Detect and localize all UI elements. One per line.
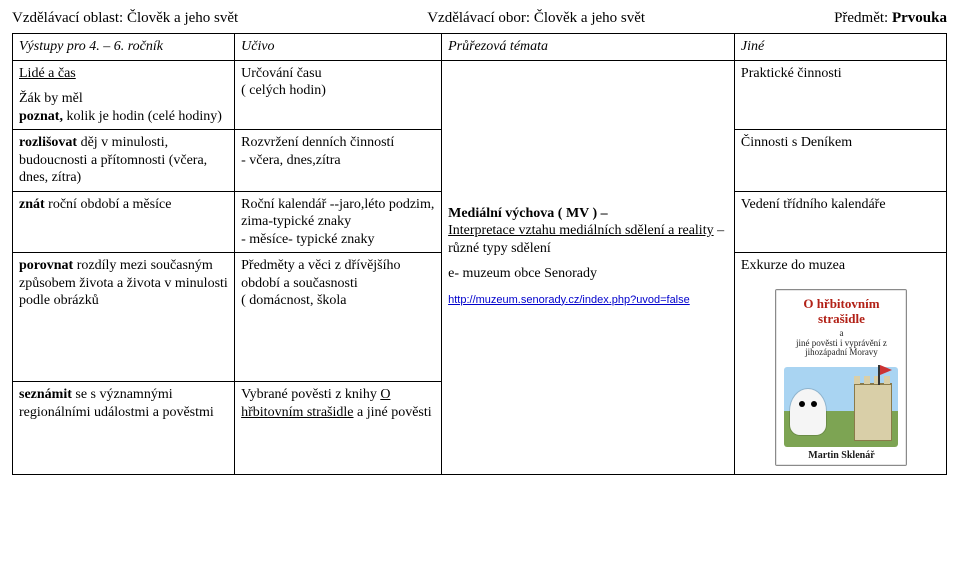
th-ucivo: Učivo [235, 34, 442, 61]
curriculum-table: Výstupy pro 4. – 6. ročník Učivo Průřezo… [12, 33, 947, 475]
topic-title: Lidé a čas [19, 65, 228, 83]
ucivo-1-l2: ( celých hodin) [241, 82, 435, 100]
outcome-1-text: kolik je hodin (celé hodiny) [63, 109, 222, 124]
header-predmet-value: Prvouka [892, 10, 947, 26]
table-row: Lidé a čas Žák by měl poznat, kolik je h… [13, 60, 947, 130]
book-title-l1: O hřbitovním [803, 296, 879, 311]
ucivo-2-l2: - včera, dnes,zítra [241, 152, 435, 170]
outcome-2-verb: rozlišovat [19, 135, 77, 150]
outcome-intro: Žák by měl [19, 90, 228, 108]
ucivo-4-l1: Předměty a věci z dřívějšího období a so… [241, 257, 435, 292]
cell-jine-4: Exkurze do muzea O hřbitovním strašidle … [734, 253, 946, 475]
outcome-1: poznat, kolik je hodin (celé hodiny) [19, 108, 228, 126]
jine-4-text: Exkurze do muzea [735, 253, 946, 279]
cross-spacer [448, 65, 728, 205]
cell-outcomes-5: seznámit se s významnými regionálními ud… [13, 382, 235, 474]
ucivo-1-l1: Určování času [241, 65, 435, 83]
cell-outcomes-2: rozlišovat děj v minulosti, budoucnosti … [13, 130, 235, 192]
cross-mv-line1: Interpretace vztahu mediálních sdělení a… [448, 223, 713, 238]
header-oblast: Vzdělávací oblast: Člověk a jeho svět [12, 10, 238, 27]
cell-ucivo-5: Vybrané pověsti z knihy O hřbitovním str… [235, 382, 442, 474]
ucivo-3-l2: - měsíce- typické znaky [241, 231, 435, 249]
page: Vzdělávací oblast: Člověk a jeho svět Vz… [0, 0, 959, 495]
book-sub-l: jiné pověsti i vyprávění z jihozápadní M… [796, 338, 887, 358]
cell-ucivo-1: Určování času ( celých hodin) [235, 60, 442, 130]
ucivo-2-l1: Rozvržení denních činností [241, 134, 435, 152]
cross-mv: Mediální výchova ( MV ) – [448, 205, 728, 223]
table-head-row: Výstupy pro 4. – 6. ročník Učivo Průřezo… [13, 34, 947, 61]
ucivo-5-l1: Vybrané pověsti z knihy [241, 387, 380, 402]
cross-url-link[interactable]: http://muzeum.senorady.cz/index.php?uvod… [448, 294, 690, 306]
header-obor-label: Vzdělávací obor: [427, 10, 530, 26]
cell-outcomes-3: znát roční období a měsíce [13, 191, 235, 253]
cell-ucivo-2: Rozvržení denních činností - včera, dnes… [235, 130, 442, 192]
outcome-3-verb: znát [19, 197, 45, 212]
ucivo-5-l2: a jiné pověsti [354, 405, 432, 420]
book-title: O hřbitovním strašidle [776, 290, 906, 327]
header-obor-value: Člověk a jeho svět [534, 10, 645, 26]
cell-jine-3: Vedení třídního kalendáře [734, 191, 946, 253]
header-line: Vzdělávací oblast: Člověk a jeho svět Vz… [12, 10, 947, 27]
outcome-4-verb: porovnat [19, 258, 73, 273]
outcome-5-verb: seznámit [19, 387, 72, 402]
book-subtitle: a jiné pověsti i vyprávění z jihozápadní… [776, 329, 906, 359]
th-jine: Jiné [734, 34, 946, 61]
book-flag-icon [878, 365, 880, 385]
book-tower-icon [854, 383, 892, 441]
ucivo-4-l2: ( domácnost, škola [241, 292, 435, 310]
book-ghost-icon [790, 389, 826, 435]
book-title-l2: strašidle [818, 311, 865, 326]
cell-ucivo-4: Předměty a věci z dřívějšího období a so… [235, 253, 442, 382]
th-prurezova: Průřezová témata [442, 34, 735, 61]
header-predmet: Předmět: Prvouka [834, 10, 947, 27]
cross-mv-detail: Interpretace vztahu mediálních sdělení a… [448, 222, 728, 257]
header-oblast-value: Člověk a jeho svět [127, 10, 238, 26]
cross-emuzeum: e- muzeum obce Senorady [448, 265, 728, 283]
cross-url-wrap: http://muzeum.senorady.cz/index.php?uvod… [448, 291, 728, 309]
cell-jine-2: Činnosti s Deníkem [734, 130, 946, 192]
cross-mv-title: Mediální výchova ( MV ) – [448, 206, 608, 221]
header-oblast-label: Vzdělávací oblast: [12, 10, 123, 26]
cell-prurezova: Mediální výchova ( MV ) – Interpretace v… [442, 60, 735, 474]
header-obor: Vzdělávací obor: Člověk a jeho svět [427, 10, 645, 27]
cell-jine-1: Praktické činnosti [734, 60, 946, 130]
book-cover: O hřbitovním strašidle a jiné pověsti i … [775, 289, 905, 466]
book-author: Martin Sklenář [776, 450, 906, 463]
th-vystupy: Výstupy pro 4. – 6. ročník [13, 34, 235, 61]
book-cover-graphic: O hřbitovním strašidle a jiné pověsti i … [775, 289, 907, 466]
cell-outcomes-1: Lidé a čas Žák by měl poznat, kolik je h… [13, 60, 235, 130]
cell-outcomes-4: porovnat rozdíly mezi současným způsobem… [13, 253, 235, 382]
outcome-3-text: roční období a měsíce [45, 197, 172, 212]
book-sub-a: a [839, 328, 843, 338]
outcome-1-verb: poznat, [19, 109, 63, 124]
ucivo-3-l1: Roční kalendář --jaro,léto podzim, zima-… [241, 196, 435, 231]
cell-ucivo-3: Roční kalendář --jaro,léto podzim, zima-… [235, 191, 442, 253]
header-predmet-label: Předmět: [834, 10, 888, 26]
